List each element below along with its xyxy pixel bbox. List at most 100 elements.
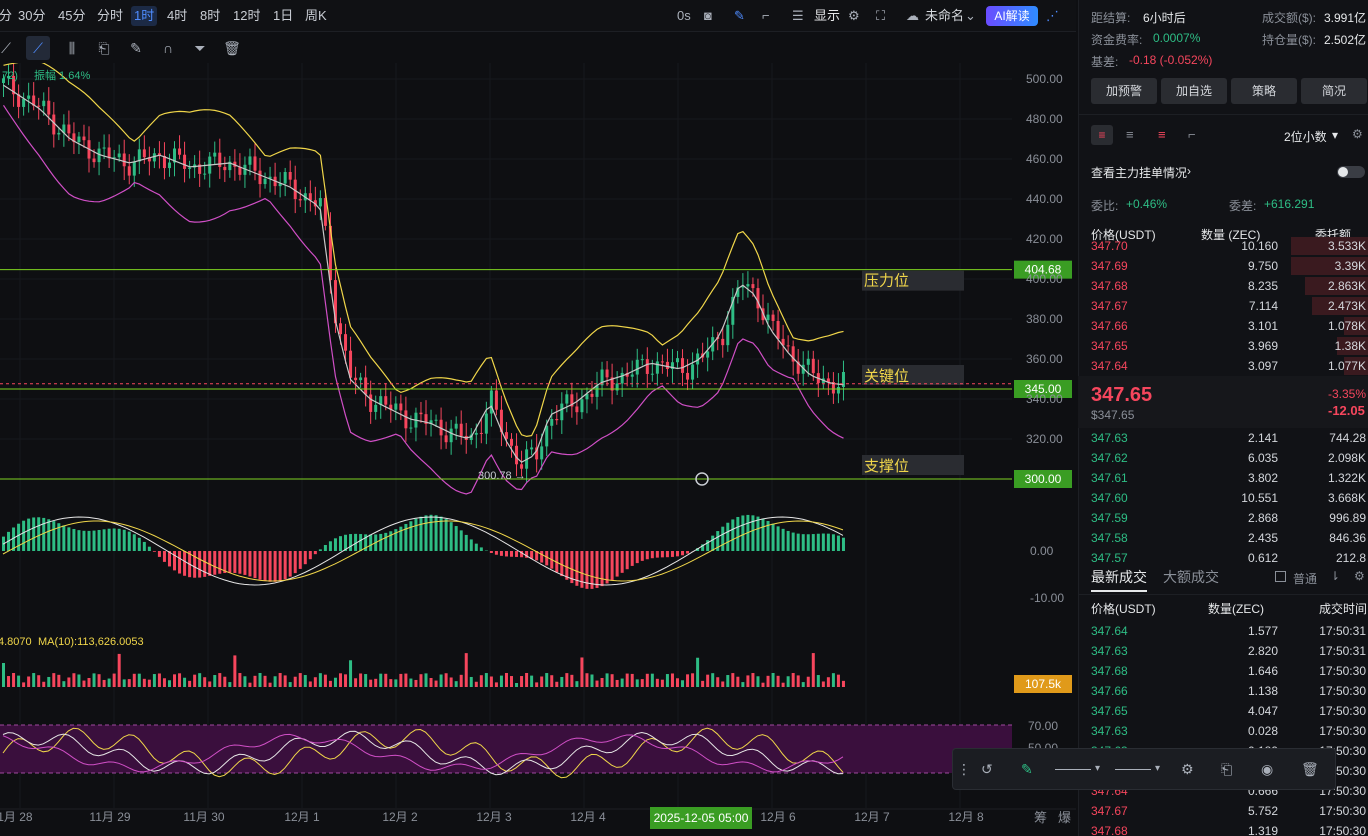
bid-row[interactable]: 347.62 6.035 2.098K [1091,448,1368,468]
bid-row[interactable]: 347.58 2.435 846.36 [1091,528,1368,548]
ai-interpret-button[interactable]: AI解读 [986,6,1038,26]
bid-row[interactable]: 347.57 0.612 212.8 [1091,548,1368,568]
share-icon[interactable]: ⋰ [1046,8,1059,23]
magic-icon[interactable]: ↺ [981,761,993,777]
chevron-down-icon[interactable]: ▾ [1155,763,1161,774]
bid-row[interactable]: 347.59 2.868 996.89 [1091,508,1368,528]
menu-icon[interactable]: ☰ [792,8,804,23]
tf-8h[interactable]: 8时 [200,8,221,23]
trade-row[interactable]: 347.68 1.319 17:50:30 [1091,821,1368,836]
tf-1h[interactable]: 1时 [131,6,158,26]
settings-icon-2[interactable]: ⚙ [1354,569,1365,583]
tf-12h[interactable]: 12时 [233,8,261,23]
toggle-knob [1338,167,1348,177]
candle-body [328,225,332,281]
bid-row[interactable]: 347.63 2.141 744.28 [1091,428,1368,448]
price: 347.69 [1091,259,1128,273]
tf-4h[interactable]: 4时 [167,8,188,23]
pen-icon[interactable]: ✎ [734,8,745,23]
trash-icon[interactable]: 🗑 [1301,761,1319,777]
settings-icon[interactable]: ⚙ [1352,127,1363,141]
quantity: 1.138 [1247,684,1278,698]
line-width-icon[interactable] [1115,769,1151,770]
trade-row[interactable]: 347.64 1.577 17:50:31 [1091,621,1368,641]
vol-bar [349,660,353,687]
display-button[interactable]: 显示 [814,8,841,23]
candle-body [359,377,363,381]
eye-icon[interactable]: ◉ [1261,761,1274,777]
tf-45m[interactable]: 45分 [58,8,86,23]
bid-row[interactable]: 347.60 10.551 3.668K [1091,488,1368,508]
line-tool-icon[interactable]: ⟋ [26,36,50,60]
price: 347.58 [1091,531,1128,545]
candles-icon[interactable]: ⫼ [68,40,76,56]
layout-name[interactable]: 未命名 [925,8,965,23]
add-favorite-button[interactable]: 加自选 [1161,78,1227,104]
color-pen-icon[interactable]: ✎ [1021,761,1033,777]
trade-row[interactable]: 347.63 2.820 17:50:31 [1091,641,1368,661]
main-orders-link[interactable]: 查看主力挂单情况 [1091,166,1188,180]
ask-row[interactable]: 347.65 3.969 1.38K [1091,336,1368,356]
cloud-icon[interactable]: ☁ [906,8,919,23]
caret-down-icon[interactable]: ▾ [1332,128,1339,142]
ask-row[interactable]: 347.70 10.160 3.533K [1091,236,1368,256]
tab-latest-trades[interactable]: 最新成交 [1091,569,1147,585]
settings-icon[interactable]: ⚙ [848,8,860,23]
tf-30m[interactable]: 30分 [18,8,46,23]
tf-1d[interactable]: 1日 [273,8,294,23]
tf-timeshare[interactable]: 分时 [97,8,124,23]
drag-handle-icon[interactable]: ⋮ [957,761,971,777]
add-alert-button[interactable]: 加预警 [1091,78,1157,104]
normal-checkbox[interactable] [1275,571,1286,582]
trade-row[interactable]: 347.68 1.646 17:50:30 [1091,661,1368,681]
trash-icon[interactable]: 🗑 [223,40,241,56]
tf-min[interactable]: 分 [0,8,13,23]
chevron-right-icon[interactable]: › [1187,164,1191,178]
filter-icon[interactable]: ⏷ [194,40,206,56]
macd-bar [112,528,116,551]
vol-bar [52,673,56,687]
camera-icon[interactable]: ◙ [704,8,712,23]
crop-icon[interactable]: ⌐ [762,8,770,23]
chevron-down-icon[interactable]: ▾ [1095,763,1101,774]
fullscreen-icon[interactable]: ⛶ [876,8,886,23]
ob-trades-icon[interactable]: ⌐ [1188,127,1196,142]
tf-1w[interactable]: 周K [305,8,327,23]
main-orders-toggle[interactable] [1337,166,1365,178]
trade-row[interactable]: 347.67 5.752 17:50:30 [1091,801,1368,821]
candle-body [726,324,730,346]
decimals-select[interactable]: 2位小数 [1284,130,1327,144]
note-icon[interactable]: ✎ [130,40,142,56]
tab-big-trades[interactable]: 大额成交 [1163,569,1219,585]
ob-bids-icon[interactable]: ≡ [1126,127,1134,142]
ob-asks-icon[interactable]: ≡ [1158,127,1166,142]
trade-header-qty[interactable]: 数量(ZEC) [1208,602,1264,616]
amount: 2.863K [1327,279,1366,293]
ask-row[interactable]: 347.64 3.097 1.077K [1091,356,1368,376]
filter-list-icon[interactable]: ⇂ [1330,569,1341,583]
ob-header-qty[interactable]: 数量 (ZEC) [1201,228,1261,242]
trade-row[interactable]: 347.63 0.028 17:50:30 [1091,721,1368,741]
price-chart[interactable]: 压力位 404.68 关键位 345.00 支撑位 300.00 300.78 → 72) 振幅… [0,63,1076,836]
macd-bar [22,520,26,551]
settings-icon[interactable]: ⚙ [1181,761,1194,777]
ask-row[interactable]: 347.68 8.235 2.863K [1091,276,1368,296]
candle-body [736,287,740,297]
overview-button[interactable]: 简况 [1301,78,1367,104]
macd-bar [515,551,519,557]
strategy-button[interactable]: 策略 [1231,78,1297,104]
trade-row[interactable]: 347.65 4.047 17:50:30 [1091,701,1368,721]
ruler-icon[interactable]: ⟋ [1,40,11,56]
trade-row[interactable]: 347.66 1.138 17:50:30 [1091,681,1368,701]
magnet-icon[interactable]: ∩ [162,40,174,56]
bid-row[interactable]: 347.61 3.802 1.322K [1091,468,1368,488]
chevron-down-icon[interactable]: ⌄ [965,8,976,23]
line-style-icon[interactable] [1055,769,1091,770]
clipboard-icon[interactable]: ⎗ [98,40,110,56]
candle-body [152,153,156,162]
ask-row[interactable]: 347.69 9.750 3.39K [1091,256,1368,276]
ask-row[interactable]: 347.67 7.114 2.473K [1091,296,1368,316]
lock-icon[interactable]: ⎗ [1221,761,1233,777]
ob-both-icon[interactable]: ≡ [1091,125,1113,145]
ask-row[interactable]: 347.66 3.101 1.078K [1091,316,1368,336]
